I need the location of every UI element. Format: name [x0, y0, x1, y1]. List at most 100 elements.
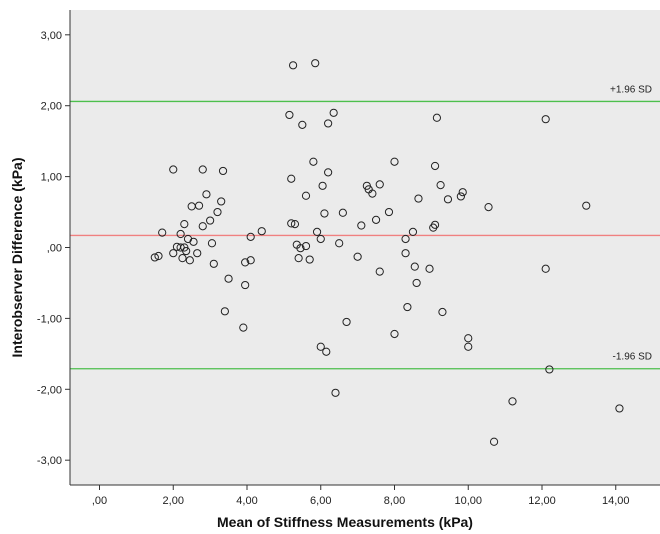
data-point [375, 267, 384, 276]
data-point [430, 161, 440, 171]
data-point [257, 227, 266, 236]
data-point [185, 256, 194, 265]
x-tick-label: 12,00 [528, 495, 556, 507]
y-axis-title: Interobserver Difference (kPa) [9, 158, 25, 358]
data-point [301, 241, 311, 251]
y-tick-label: 1,00 [41, 172, 62, 184]
data-point [305, 255, 314, 264]
data-point [489, 437, 499, 446]
data-point [324, 119, 333, 128]
data-point [384, 207, 394, 217]
data-point [401, 234, 410, 244]
data-point [425, 264, 434, 273]
data-point [403, 302, 412, 312]
data-point [290, 220, 300, 229]
data-point [410, 262, 419, 271]
data-point [329, 108, 338, 117]
data-point [198, 165, 207, 174]
data-point [312, 227, 322, 237]
data-point [464, 334, 473, 343]
reference-line-label: -1.96 SD [613, 352, 652, 363]
data-point [368, 189, 377, 198]
data-point [436, 181, 445, 190]
data-point [150, 253, 159, 262]
data-point [182, 246, 191, 256]
data-points [150, 59, 624, 446]
data-point [202, 190, 211, 199]
data-point [198, 222, 207, 231]
x-tick-label: 8,00 [384, 495, 405, 507]
data-point [178, 254, 187, 263]
data-point [464, 342, 473, 351]
data-point [246, 256, 255, 265]
reference-line-label: +1.96 SD [610, 84, 652, 95]
data-point [331, 388, 340, 397]
data-point [207, 239, 217, 248]
data-point [158, 228, 167, 237]
data-point [353, 252, 362, 261]
data-point [316, 234, 325, 244]
data-point [301, 191, 311, 200]
data-point [508, 397, 517, 406]
data-point [296, 244, 305, 253]
reference-lines: +1.96 SD -1.96 SD [70, 84, 660, 370]
y-tick-label: 3,00 [41, 30, 62, 42]
data-point [294, 254, 303, 263]
data-point [209, 259, 218, 268]
data-point [288, 61, 298, 70]
data-point [615, 404, 624, 413]
data-point [582, 201, 591, 210]
data-point [180, 220, 189, 229]
data-point [224, 274, 233, 283]
data-point [390, 329, 399, 339]
data-point [169, 249, 178, 258]
data-point [408, 227, 418, 237]
data-point [189, 237, 198, 246]
data-point [220, 307, 229, 316]
y-tick-label: 2,00 [41, 101, 62, 113]
data-point [241, 258, 250, 267]
data-point [432, 113, 442, 122]
data-point [239, 323, 248, 332]
x-axis: ,00 2,00 4,00 6,00 8,00 10,00 12,00 14,00 [70, 484, 660, 507]
data-point [375, 180, 384, 189]
data-point [169, 165, 178, 174]
data-point [176, 229, 185, 239]
data-point [206, 216, 215, 225]
data-point [335, 239, 344, 248]
data-point [541, 264, 550, 273]
x-tick-label: 14,00 [602, 495, 630, 507]
data-point [430, 220, 440, 229]
data-point [154, 251, 163, 261]
data-point [371, 215, 381, 224]
data-point [357, 221, 366, 230]
data-point [217, 197, 226, 206]
data-point [401, 249, 410, 258]
data-point [194, 201, 204, 210]
y-tick-label: -2,00 [37, 384, 62, 396]
data-point [218, 166, 228, 176]
y-tick-label: ,00 [47, 243, 62, 255]
data-point [458, 188, 467, 197]
data-point [287, 219, 296, 228]
data-point [246, 232, 255, 241]
x-tick-label: 10,00 [454, 495, 482, 507]
data-point [287, 174, 296, 183]
plot-area [70, 10, 660, 485]
data-point [456, 192, 465, 201]
data-point [390, 157, 399, 166]
x-axis-title: Mean of Stiffness Measurements (kPa) [217, 514, 473, 530]
data-point [545, 365, 554, 374]
data-point [438, 307, 447, 317]
data-point [484, 202, 493, 212]
data-point [318, 181, 327, 190]
x-tick-label: 2,00 [163, 495, 184, 507]
x-tick-label: ,00 [92, 495, 107, 507]
data-point [324, 168, 333, 177]
y-tick-label: -1,00 [37, 313, 62, 325]
data-point [285, 110, 294, 120]
data-point [193, 249, 202, 258]
data-point [342, 317, 351, 327]
data-point [412, 278, 421, 288]
